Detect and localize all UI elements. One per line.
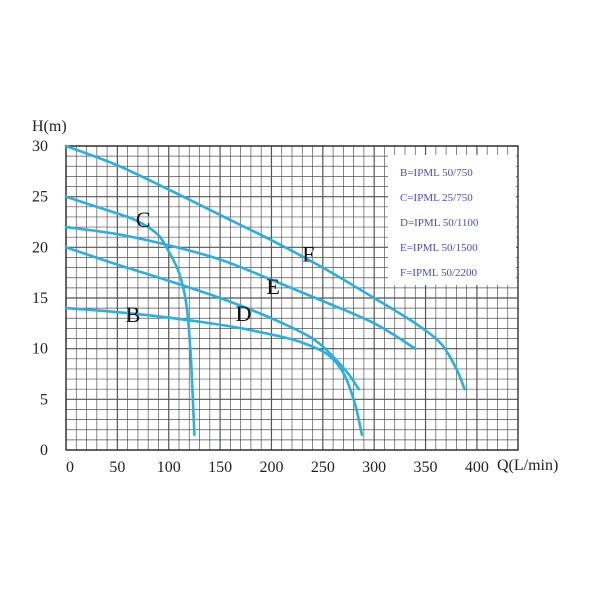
x-tick-label: 150 <box>208 459 232 476</box>
legend-entry-c: C=IPML 25/750 <box>400 192 473 204</box>
series-line-f <box>64 144 466 391</box>
y-tick-label: 25 <box>32 189 48 206</box>
chart-grid <box>65 145 519 451</box>
chart-curves <box>64 144 466 437</box>
x-tick-label: 100 <box>157 459 181 476</box>
chart-legend: B=IPML 50/750 C=IPML 25/750 D=IPML 50/1100… <box>388 155 516 285</box>
x-tick-label: 400 <box>465 459 489 476</box>
curve-label-d: D <box>236 301 252 326</box>
chart-ticks: 0 50 100 150 200 250 300 350 400 0 5 10 15 20 25 30 <box>32 138 489 476</box>
y-tick-label: 10 <box>32 341 48 358</box>
y-tick-label: 15 <box>32 290 48 307</box>
legend-entry-d: D=IPML 50/1100 <box>400 217 479 229</box>
legend-entry-f: F=IPML 50/2200 <box>400 267 478 279</box>
x-axis-label: Q(L/min) <box>497 457 558 474</box>
chart-curve-labels: B C DEF <box>126 207 315 327</box>
curve-label-e: E <box>266 274 279 299</box>
y-tick-label: 0 <box>40 442 48 459</box>
legend-entry-e: E=IPML 50/1500 <box>400 242 478 254</box>
x-tick-label: 50 <box>109 459 125 476</box>
y-tick-label: 5 <box>40 391 48 408</box>
series-line-c <box>64 195 196 437</box>
curve-label-f: F <box>302 241 314 266</box>
x-tick-label: 300 <box>362 459 386 476</box>
legend-entry-b: B=IPML 50/750 <box>400 167 473 179</box>
series-line-d <box>64 246 361 391</box>
y-axis-label: H(m) <box>32 118 67 135</box>
x-tick-label: 0 <box>66 459 74 476</box>
series-line-b <box>64 306 364 437</box>
curve-label-b: B <box>126 302 141 327</box>
x-tick-label: 250 <box>311 459 335 476</box>
legend-box <box>388 155 516 285</box>
x-tick-label: 350 <box>414 459 438 476</box>
plot-frame <box>65 145 519 451</box>
series-line-e <box>64 225 417 350</box>
curve-label-c: C <box>136 207 151 232</box>
x-tick-label: 200 <box>259 459 283 476</box>
y-tick-label: 20 <box>32 239 48 256</box>
y-tick-label: 30 <box>32 138 48 155</box>
